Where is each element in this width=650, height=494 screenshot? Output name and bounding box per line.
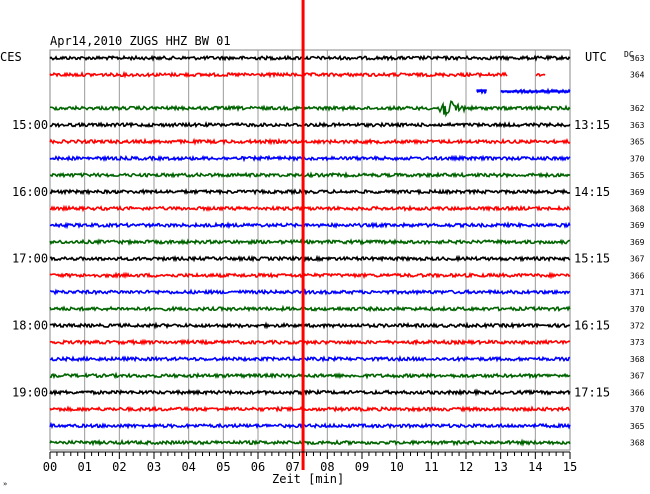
trace-row-16 [49,321,571,330]
plot-frame [49,49,571,451]
x-tick-label: 07 [285,460,299,474]
trace-row-23 [49,438,571,447]
trace-row-14 [50,288,571,296]
right-time-label: 16:15 [574,319,610,333]
dc-value: 365 [630,138,645,147]
x-axis: 00 01 02 03 04 05 06 07 08 09 10 11 12 13 14 15 [43,451,577,474]
grid-lines [49,49,571,451]
dc-value: 366 [630,388,645,397]
trace-row-10 [49,221,571,230]
dc-value: 362 [630,104,645,113]
trace-row-11 [49,238,570,246]
x-tick-label: 02 [112,460,126,474]
trace-row-17 [49,338,571,347]
x-axis-label: Zeit [min] [272,472,344,486]
x-tick-label: 01 [77,460,91,474]
dc-value: 370 [630,154,645,163]
trace-row-21 [49,405,571,413]
corner-mark: » [3,480,7,488]
dc-value: 372 [630,322,645,331]
dc-value: 363 [630,121,645,130]
x-tick-label: 03 [147,460,161,474]
trace-row-0 [49,54,571,62]
left-time-label: 19:00 [12,385,48,399]
trace-row-20 [49,388,571,397]
dc-value: 369 [630,188,645,197]
x-tick-label: 09 [355,460,369,474]
dc-value: 369 [630,238,645,247]
x-tick-label: 00 [43,460,57,474]
trace-row-8 [49,188,571,196]
left-time-label: 16:00 [12,185,48,199]
dc-value: 366 [630,271,645,280]
dc-value: 368 [630,439,645,448]
label-group: 15:00 16:00 17:00 18:00 19:00 13:15 14:15 15:15… [12,54,645,448]
dc-value: 369 [630,221,645,230]
dc-value: 363 [630,54,645,63]
trace-row-13 [49,271,571,280]
trace-row-9 [49,204,571,213]
dc-value: 365 [630,422,645,431]
trace-row-1 [49,70,546,79]
trace-row-3 [50,100,571,118]
right-time-label: 14:15 [574,185,610,199]
trace-row-19 [49,371,571,380]
dc-value: 367 [630,372,645,381]
trace-row-4 [49,121,571,129]
dc-value: 367 [630,255,645,264]
dc-header: DC [624,50,634,59]
dc-value: 364 [630,71,645,80]
left-time-label: 17:00 [12,252,48,266]
dc-value: 368 [630,204,645,213]
x-tick-label: 14 [528,460,542,474]
dc-value: 365 [630,171,645,180]
right-header: UTC [585,50,607,64]
dc-value: 370 [630,405,645,414]
x-tick-label: 15 [563,460,577,474]
dc-value: 371 [630,288,645,297]
right-time-label: 17:15 [574,385,610,399]
trace-row-12 [49,254,571,263]
left-header: CES [0,50,22,64]
right-time-label: 13:15 [574,118,610,132]
trace-row-6 [49,154,571,163]
trace-row-15 [49,304,571,313]
left-time-label: 18:00 [12,319,48,333]
x-tick-label: 10 [389,460,403,474]
x-tick-label: 04 [181,460,195,474]
trace-row-7 [49,171,571,179]
x-tick-label: 06 [251,460,265,474]
trace-row-5 [49,137,571,146]
trace-row-18 [49,354,571,363]
x-tick-label: 11 [424,460,438,474]
right-time-label: 15:15 [574,252,610,266]
trace-row-22 [49,421,571,430]
dc-value: 368 [630,355,645,364]
x-tick-label: 13 [493,460,507,474]
x-tick-label: 12 [459,460,473,474]
trace-group [49,0,571,470]
x-tick-label: 05 [216,460,230,474]
x-tick-label: 08 [320,460,334,474]
left-time-label: 15:00 [12,118,48,132]
dc-value: 373 [630,338,645,347]
chart-title: Apr14,2010 ZUGS HHZ BW 01 [50,34,231,48]
dc-value: 370 [630,305,645,314]
